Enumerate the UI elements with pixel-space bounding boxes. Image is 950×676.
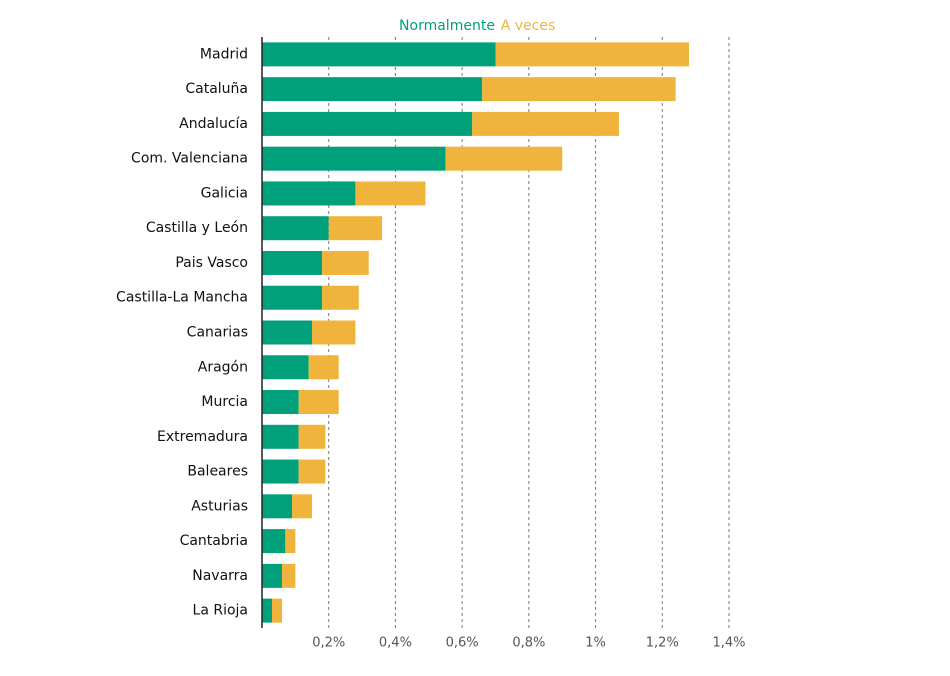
bar-segment	[262, 250, 323, 275]
bar-segment	[482, 77, 676, 102]
bar-segment	[262, 181, 356, 206]
bar-segment	[272, 598, 283, 623]
x-tick-label: 1,2%	[646, 636, 679, 651]
bar-segment	[308, 355, 339, 380]
bar-segment	[262, 529, 286, 554]
bar-segment	[298, 424, 326, 449]
x-tick-label: 0,2%	[312, 636, 345, 651]
x-tick-label: 1%	[585, 636, 606, 651]
bar-segment	[262, 390, 299, 415]
bar-segment	[298, 459, 326, 484]
bar-segment	[262, 598, 273, 623]
bar-segment	[282, 563, 296, 588]
bar-segment	[495, 42, 689, 67]
bar-segment	[472, 111, 619, 136]
bar-segment	[262, 285, 323, 310]
y-tick-label: Andalucía	[179, 116, 248, 132]
y-tick-label: La Rioja	[193, 603, 248, 619]
y-tick-label: Extremadura	[157, 429, 248, 445]
y-tick-label: Madrid	[200, 46, 248, 62]
x-tick-label: 0,6%	[446, 636, 479, 651]
bar-segment	[262, 355, 309, 380]
bar-segment	[262, 424, 299, 449]
y-tick-label: Asturias	[191, 498, 248, 514]
y-tick-label: Navarra	[192, 568, 248, 584]
x-tick-label: 1,4%	[712, 636, 745, 651]
bar-segment	[262, 563, 283, 588]
bar-segment	[328, 216, 383, 241]
bar-segment	[285, 529, 296, 554]
bar-segment	[355, 181, 426, 206]
x-tick-label: 0,4%	[379, 636, 412, 651]
bar-segment	[262, 77, 483, 102]
y-tick-label: Canarias	[187, 325, 248, 341]
y-tick-label: Baleares	[187, 464, 248, 480]
y-tick-label: Murcia	[201, 394, 248, 410]
bar-segment	[262, 146, 446, 171]
legend-entry: Normalmente	[399, 18, 495, 34]
y-tick-label: Aragón	[198, 359, 248, 375]
x-tick-label: 0,8%	[512, 636, 545, 651]
y-tick-label: Cataluña	[185, 81, 248, 97]
bar-segment	[445, 146, 563, 171]
bar-segment	[312, 320, 356, 345]
y-tick-label: Galicia	[201, 185, 248, 201]
bar-segment	[262, 216, 329, 241]
bar-segment	[262, 320, 313, 345]
bar-segment	[298, 390, 339, 415]
y-tick-label: Castilla-La Mancha	[116, 290, 248, 306]
bar-segment	[262, 494, 293, 519]
y-tick-label: Com. Valenciana	[131, 151, 248, 167]
y-tick-label: Cantabria	[180, 533, 248, 549]
legend-entry: A veces	[501, 18, 556, 34]
bar-segment	[262, 42, 496, 67]
bar-segment	[322, 250, 369, 275]
y-tick-label: Pais Vasco	[175, 255, 248, 271]
y-tick-label: Castilla y León	[146, 220, 248, 236]
bar-segment	[322, 285, 359, 310]
bar-segment	[262, 111, 473, 136]
bar-segment	[292, 494, 313, 519]
bar-segment	[262, 459, 299, 484]
